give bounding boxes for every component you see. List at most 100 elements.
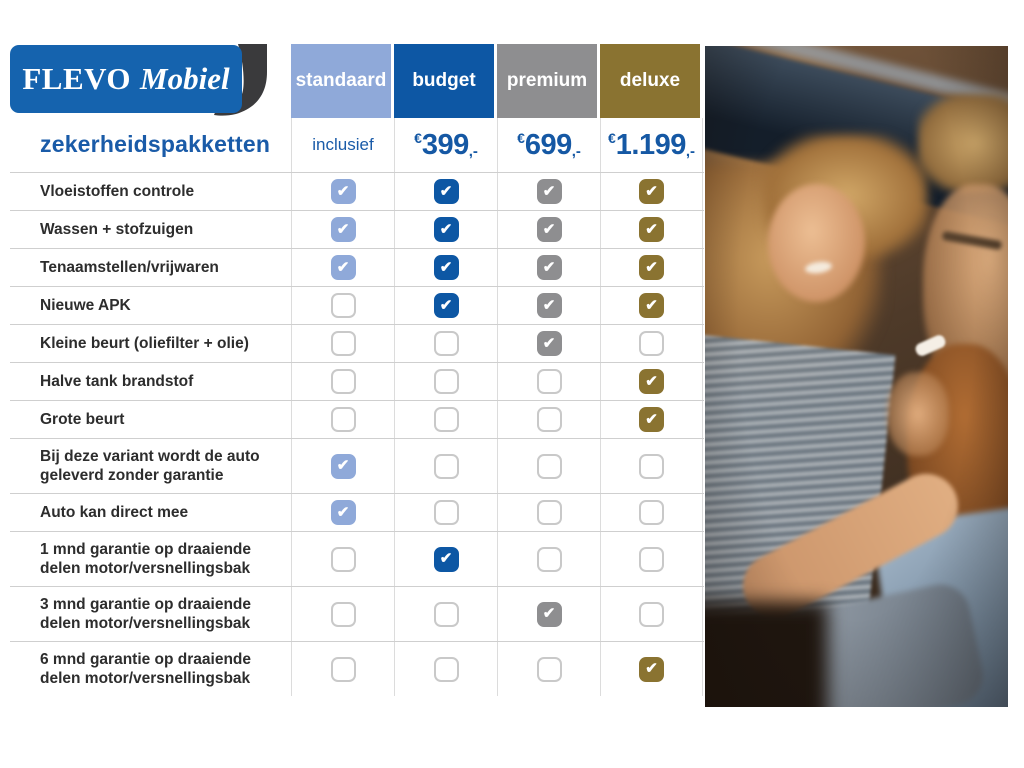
package-header-label: premium (506, 70, 588, 91)
feature-row: 3 mnd garantie op draaiende delen motor/… (10, 587, 704, 642)
check-icon: ✔ (645, 410, 658, 428)
feature-cell: ✔ (291, 494, 394, 531)
feature-cell: ✔ (497, 249, 600, 286)
feature-cell: ✔ (497, 587, 600, 641)
feature-cell: ✔ (600, 173, 703, 210)
check-icon: ✔ (336, 258, 350, 276)
euro-sign: € (517, 130, 525, 146)
feature-cell: ✔ (394, 532, 497, 586)
price-suffix: ,- (468, 142, 478, 160)
checkbox-premium-checked: ✔ (536, 217, 562, 242)
feature-cell (394, 439, 497, 493)
feature-cell (394, 642, 497, 696)
checkbox-standaard-unchecked (330, 546, 356, 572)
check-icon: ✔ (542, 334, 556, 352)
checkbox-premium-unchecked (536, 546, 562, 572)
feature-row: Wassen + stofzuigen ✔ ✔ ✔ ✔ (10, 211, 704, 249)
photo-man-hair (918, 94, 1008, 192)
feature-label: Bij deze variant wordt de auto geleverd … (40, 448, 260, 484)
price-cell-budget: €399 ,- (394, 118, 497, 172)
checkbox-standaard-checked: ✔ (330, 255, 356, 280)
feature-label: Wassen + stofzuigen (40, 221, 194, 238)
feature-cell (600, 439, 703, 493)
euro-sign: € (414, 130, 422, 146)
feature-cell (291, 587, 394, 641)
price-cell-premium: €699 ,- (497, 118, 600, 172)
checkbox-deluxe-checked: ✔ (639, 656, 664, 682)
checkbox-standaard-unchecked (330, 293, 356, 318)
package-header-standaard: standaard (291, 44, 391, 118)
price-cell-deluxe: €1.199 ,- (600, 118, 703, 172)
price-suffix: ,- (685, 142, 696, 160)
package-column-headers: standaard budget premium deluxe (291, 44, 700, 118)
checkbox-premium-checked: ✔ (536, 293, 562, 318)
feature-cell (394, 587, 497, 641)
feature-label: Kleine beurt (oliefilter + olie) (40, 335, 249, 352)
checkbox-premium-checked: ✔ (536, 601, 562, 627)
check-icon: ✔ (336, 220, 350, 238)
feature-cell: ✔ (291, 249, 394, 286)
checkbox-premium-unchecked (536, 453, 562, 479)
feature-label: Auto kan direct mee (40, 504, 189, 521)
checkbox-budget-checked: ✔ (433, 179, 459, 204)
feature-cell: ✔ (600, 363, 703, 400)
checkbox-budget-checked: ✔ (433, 546, 459, 572)
checkbox-deluxe-unchecked (639, 546, 664, 572)
feature-table: Vloeistoffen controle ✔ ✔ ✔ ✔ Wassen + stofzu… (10, 172, 704, 696)
feature-cell (394, 325, 497, 362)
feature-label: Grote beurt (40, 411, 125, 428)
check-icon: ✔ (645, 258, 658, 276)
checkbox-deluxe-unchecked (639, 331, 664, 356)
price-row: inclusief €399 ,- €699 ,- €1.199 ,- (291, 118, 703, 172)
feature-row: Bij deze variant wordt de auto geleverd … (10, 439, 704, 494)
check-icon: ✔ (645, 296, 658, 314)
feature-row: Tenaamstellen/vrijwaren ✔ ✔ ✔ ✔ (10, 249, 704, 287)
feature-row: 6 mnd garantie op draaiende delen motor/… (10, 642, 704, 696)
feature-cell (600, 494, 703, 531)
feature-cell (497, 439, 600, 493)
feature-cell: ✔ (291, 173, 394, 210)
package-header-deluxe: deluxe (600, 44, 700, 118)
checkbox-premium-unchecked (536, 407, 562, 432)
check-icon: ✔ (439, 220, 453, 238)
brand-name-primary: FLEVO (22, 61, 132, 96)
photo-woman-hand (887, 372, 949, 456)
brand-name-secondary: Mobiel (140, 61, 230, 96)
checkbox-standaard-checked: ✔ (330, 453, 356, 479)
checkbox-standaard-checked: ✔ (330, 500, 356, 525)
euro-sign: € (607, 130, 616, 146)
feature-row: 1 mnd garantie op draaiende delen motor/… (10, 532, 704, 587)
feature-cell: ✔ (291, 439, 394, 493)
checkbox-standaard-unchecked (330, 369, 356, 394)
feature-cell (291, 325, 394, 362)
checkbox-budget-checked: ✔ (433, 255, 459, 280)
feature-cell (497, 363, 600, 400)
package-header-label: standaard (295, 70, 387, 91)
feature-cell: ✔ (394, 287, 497, 324)
checkbox-budget-unchecked (433, 407, 459, 432)
feature-cell (600, 325, 703, 362)
feature-label: 1 mnd garantie op draaiende delen motor/… (40, 541, 252, 577)
feature-label: Nieuwe APK (40, 297, 131, 314)
check-icon: ✔ (336, 457, 350, 474)
feature-cell: ✔ (600, 401, 703, 438)
brand-logo: FLEVO Mobiel (10, 45, 242, 113)
photo-dark-corner (705, 602, 828, 707)
feature-cell (394, 401, 497, 438)
check-icon: ✔ (645, 182, 658, 200)
checkbox-standaard-unchecked (330, 331, 356, 356)
check-icon: ✔ (439, 550, 453, 567)
feature-cell (291, 363, 394, 400)
check-icon: ✔ (542, 258, 556, 276)
feature-cell (600, 587, 703, 641)
checkbox-deluxe-checked: ✔ (639, 407, 664, 432)
checkbox-budget-unchecked (433, 601, 459, 627)
check-icon: ✔ (439, 182, 453, 200)
feature-row: Kleine beurt (oliefilter + olie) ✔ (10, 325, 704, 363)
feature-cell (497, 642, 600, 696)
feature-label: 3 mnd garantie op draaiende delen motor/… (40, 596, 252, 632)
checkbox-standaard-unchecked (330, 601, 356, 627)
check-icon: ✔ (439, 258, 453, 276)
feature-cell: ✔ (291, 211, 394, 248)
logo-swoosh-icon (214, 44, 267, 116)
